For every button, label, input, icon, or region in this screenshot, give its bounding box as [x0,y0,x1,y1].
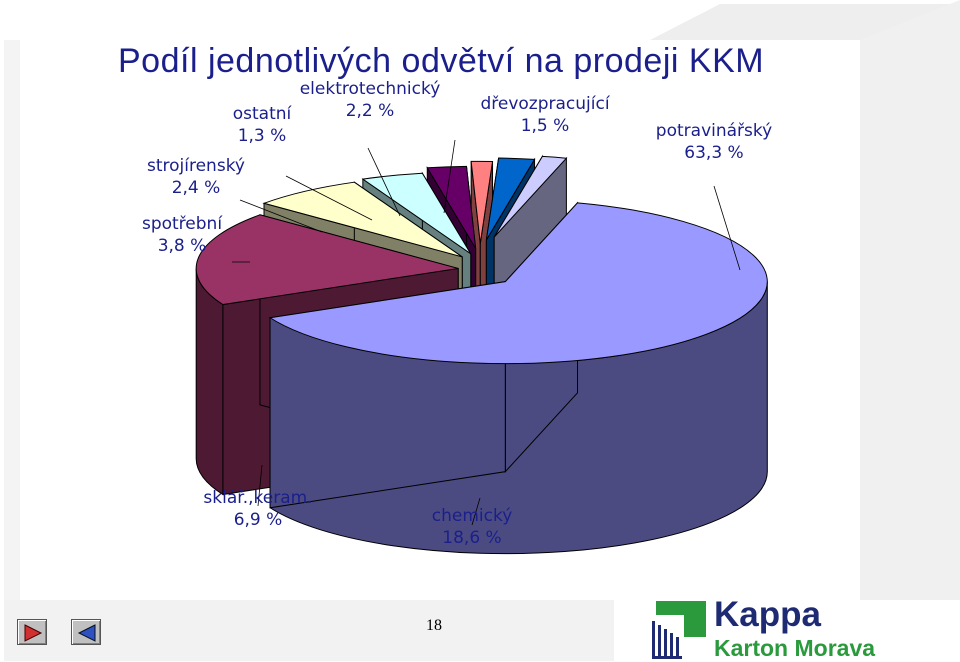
slide-title: Podíl jednotlivých odvětví na prodeji KK… [118,42,765,80]
slice-label: potravinářský 63,3 % [656,120,772,164]
slice-label: elektrotechnický 2,2 % [300,78,441,122]
kappa-logo-mark-icon [652,601,706,659]
pie-slice [485,157,536,241]
company-logo: Kappa Karton Morava [650,595,920,661]
pie-slice [493,155,568,238]
slice-label: sklář.,keram. 6,9 % [203,487,312,531]
slice-label-name: potravinářský [655,121,773,141]
slice-label-value: 2,4 % [171,178,221,198]
logo-subtitle: Karton Morava [714,635,876,661]
leader-line [285,175,373,221]
slice-label-value: 6,9 % [233,510,283,530]
slice-label-value: 3,8 % [157,236,207,256]
previous-slide-button[interactable] [17,619,47,645]
pie-slice [195,214,459,306]
slice-label: dřevozpracující 1,5 % [480,93,609,137]
slice-label-name: strojírenský [147,156,245,176]
leader-line [713,185,741,271]
slice-label-value: 1,3 % [237,126,287,146]
leader-line [239,199,323,233]
logo-name: Kappa [714,595,821,634]
leader-line [471,497,481,526]
leader-line [367,147,401,217]
slice-label-value: 18,6 % [442,528,502,548]
slice-label-name: spotřební [141,214,223,234]
play-right-icon [24,624,43,642]
pie-slice [262,181,463,258]
leader-line [257,464,263,507]
leader-line [443,139,456,214]
pie-slice [470,160,494,244]
pie-slice [361,172,472,255]
slice-label-value: 1,5 % [520,116,570,136]
slice-label: strojírenský 2,4 % [147,155,245,199]
slice-label-value: 63,3 % [684,143,744,163]
next-slide-button[interactable] [71,619,101,645]
slice-label-name: ostatní [232,104,292,124]
slice-label-name: elektrotechnický [299,79,441,99]
slice-label: spotřební 3,8 % [142,213,222,257]
play-left-icon [77,624,96,642]
slice-label-value: 2,2 % [345,101,395,121]
slice-label: ostatní 1,3 % [233,103,292,147]
slice-label-name: dřevozpracující [480,94,610,114]
slice-label: chemický 18,6 % [432,505,513,549]
pie-slice [268,202,768,365]
pie-slice [426,165,477,249]
slice-label-name: chemický [431,506,513,526]
page-number: 18 [426,617,442,634]
slice-label-name: sklář.,keram. [203,488,313,508]
